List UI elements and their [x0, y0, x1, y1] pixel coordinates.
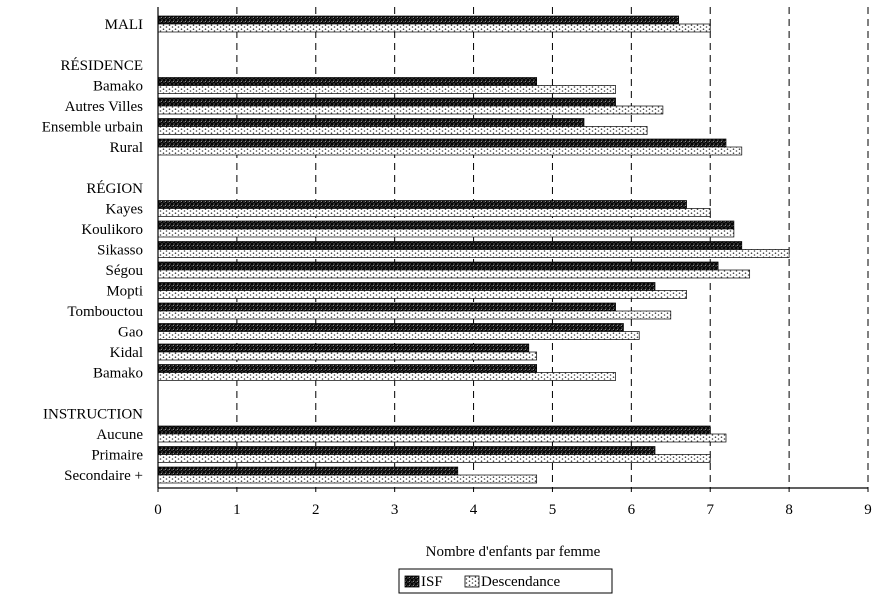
bar-descendance: [157, 85, 616, 94]
bar-isf: [157, 466, 459, 476]
category-label: Sikasso: [97, 243, 143, 259]
bar-isf: [157, 77, 538, 86]
x-tick-label: 3: [391, 502, 399, 518]
category-label: Koulikoro: [81, 222, 143, 238]
category-labels: MALI RÉSIDENCE Bamako Autres Villes Ensemble…: [42, 17, 144, 484]
bar-isf: [157, 343, 530, 353]
bar-descendance: [157, 228, 735, 238]
bar-descendance: [157, 23, 711, 33]
legend-swatch-isf: [404, 575, 420, 588]
bar-descendance: [157, 454, 711, 463]
category-label: Gao: [118, 325, 143, 341]
bar-descendance: [157, 105, 664, 115]
category-label: Bamako: [93, 366, 143, 382]
bar-isf: [157, 446, 656, 455]
category-label: Tombouctou: [67, 304, 143, 320]
bar-descendance: [157, 310, 672, 320]
x-tick-label: 5: [549, 502, 557, 518]
category-label: Rural: [110, 140, 143, 156]
category-label: Aucune: [96, 427, 143, 443]
category-label: Ségou: [106, 263, 144, 279]
section-header: RÉSIDENCE: [61, 57, 144, 74]
x-tick-labels: 0 1 2 3 4 5 6 7 8 9: [154, 502, 872, 518]
bar-isf: [157, 200, 687, 209]
category-label: Autres Villes: [65, 99, 144, 115]
bar-descendance: [157, 126, 648, 135]
bar-isf: [157, 323, 624, 332]
legend-label-desc: Descendance: [481, 574, 560, 590]
axes: [157, 7, 869, 492]
bar-isf: [157, 118, 585, 127]
bar-descendance: [157, 372, 616, 381]
x-tick-label: 7: [706, 502, 714, 518]
x-tick-label: 2: [312, 502, 320, 518]
bar-isf: [157, 302, 616, 312]
bar-descendance: [157, 146, 743, 156]
category-label: Bamako: [93, 79, 143, 95]
category-label: Mopti: [106, 284, 143, 300]
bar-isf: [157, 261, 719, 271]
x-axis-label: Nombre d'enfants par femme: [426, 544, 601, 560]
bar-isf: [157, 220, 735, 230]
x-tick-label: 4: [470, 502, 478, 518]
bar-isf: [157, 425, 711, 435]
bar-descendance: [157, 208, 711, 217]
bar-isf: [157, 282, 656, 291]
bar-descendance: [157, 290, 687, 299]
bar-isf: [157, 364, 538, 373]
category-label: Kidal: [110, 345, 143, 361]
bar-descendance: [157, 351, 538, 361]
x-tick-label: 1: [233, 502, 241, 518]
category-label: Secondaire +: [64, 468, 143, 484]
legend-swatch-desc: [464, 575, 480, 588]
x-tick-label: 0: [154, 502, 162, 518]
section-header: INSTRUCTION: [43, 407, 143, 423]
legend: ISF Descendance: [398, 568, 613, 594]
bar-descendance: [157, 433, 727, 443]
x-tick-label: 9: [864, 502, 872, 518]
x-tick-label: 8: [785, 502, 793, 518]
category-label: Primaire: [91, 448, 143, 464]
bar-isf: [157, 138, 727, 148]
legend-label-isf: ISF: [421, 574, 443, 590]
bar-descendance: [157, 249, 790, 258]
category-label: Kayes: [106, 202, 144, 218]
bars: [157, 15, 790, 484]
bar-isf: [157, 97, 616, 107]
bar-isf: [157, 15, 680, 25]
bar-descendance: [157, 269, 751, 279]
section-header: RÉGION: [86, 180, 143, 197]
x-tick-label: 6: [628, 502, 636, 518]
category-label: MALI: [105, 17, 143, 33]
bar-descendance: [157, 474, 538, 484]
bar-isf: [157, 241, 743, 250]
legend-box: [398, 568, 613, 594]
bar-descendance: [157, 331, 640, 340]
category-label: Ensemble urbain: [42, 120, 144, 136]
